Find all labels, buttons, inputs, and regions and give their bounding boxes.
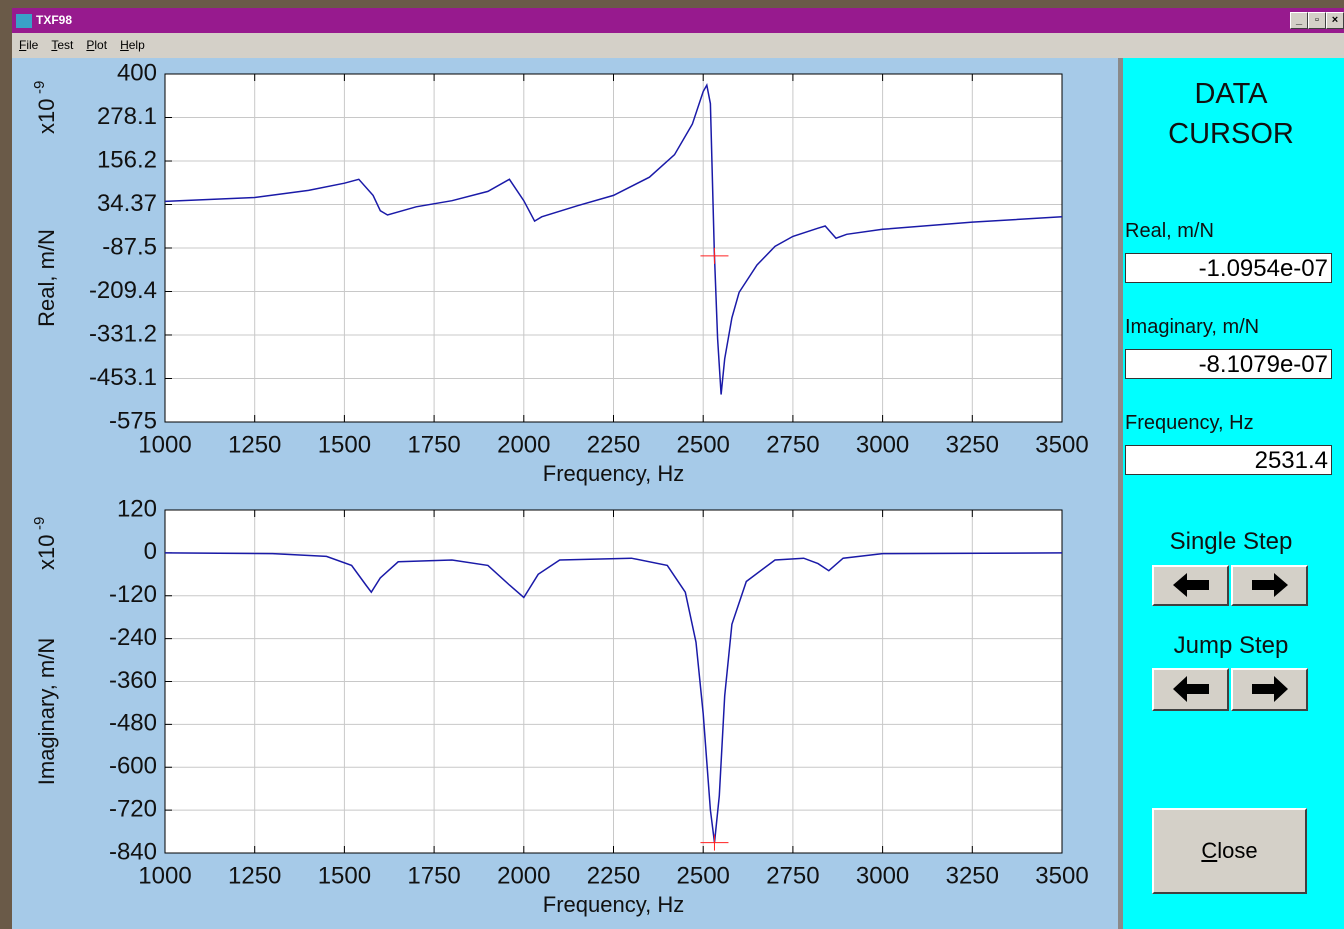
scale-label: x10 — [34, 535, 59, 570]
y-tick-label: -87.5 — [102, 233, 157, 260]
x-tick-label: 2250 — [587, 431, 640, 458]
y-tick-label: -360 — [109, 667, 157, 694]
cursor-marker — [700, 247, 729, 264]
x-tick-label: 3250 — [946, 862, 999, 889]
jump-right-button[interactable] — [1231, 668, 1308, 711]
x-tick-label: 1250 — [228, 431, 281, 458]
data-line — [164, 82, 1063, 395]
menu-item[interactable]: Help — [120, 38, 145, 52]
x-axis-label: Frequency, Hz — [543, 461, 684, 486]
menu-item[interactable]: Test — [51, 38, 74, 52]
field-value: -8.1079e-07 — [1125, 349, 1332, 379]
close-button[interactable]: Close — [1152, 808, 1307, 894]
arrow-right-icon — [1251, 676, 1288, 702]
y-tick-label: 400 — [117, 59, 157, 86]
plot-frame — [164, 73, 1063, 423]
scale-exponent: -9 — [31, 517, 48, 530]
data-cursor-panel — [1118, 58, 1344, 929]
x-tick-label: 2500 — [677, 431, 730, 458]
y-tick-label: 156.2 — [97, 146, 157, 173]
y-tick-label: -600 — [109, 753, 157, 780]
field-label: Frequency, Hz — [1125, 412, 1254, 434]
x-tick-label: 3500 — [1035, 862, 1088, 889]
y-tick-label: -240 — [109, 624, 157, 651]
data-line — [164, 552, 1063, 843]
field-value: -1.0954e-07 — [1125, 253, 1332, 283]
y-tick-label: -575 — [109, 407, 157, 434]
x-tick-label: 3250 — [946, 431, 999, 458]
y-axis-label: Real, m/N — [34, 229, 59, 327]
x-tick-label: 1500 — [318, 431, 371, 458]
y-tick-label: 0 — [144, 538, 157, 565]
x-tick-label: 2750 — [766, 431, 819, 458]
field-label: Real, m/N — [1125, 220, 1214, 242]
field-value: 2531.4 — [1125, 445, 1332, 475]
jump-step-label: Jump Step — [1173, 632, 1289, 659]
step-right-button[interactable] — [1231, 565, 1308, 606]
title-bar: TXF98 — [12, 8, 1344, 33]
x-tick-label: 1750 — [407, 862, 460, 889]
x-tick-label: 2500 — [677, 862, 730, 889]
x-tick-label: 2250 — [587, 862, 640, 889]
app-icon — [16, 13, 32, 28]
y-tick-label: 34.37 — [97, 190, 157, 217]
arrow-left-icon — [1172, 676, 1209, 702]
maximize-button[interactable]: ▫ — [1308, 12, 1326, 29]
single-step-label: Single Step — [1169, 528, 1293, 555]
field-label: Imaginary, m/N — [1125, 316, 1260, 338]
x-tick-label: 3500 — [1035, 431, 1088, 458]
arrow-left-icon — [1172, 573, 1209, 597]
y-tick-label: -120 — [109, 581, 157, 608]
x-axis-label: Frequency, Hz — [543, 892, 684, 917]
x-tick-label: 2000 — [497, 862, 550, 889]
y-tick-label: -720 — [109, 795, 157, 822]
y-tick-label: -480 — [109, 710, 157, 737]
menu-item[interactable]: File — [19, 38, 39, 52]
close-window-button[interactable]: × — [1326, 12, 1344, 29]
scale-exponent: -9 — [31, 81, 48, 94]
x-tick-label: 1000 — [138, 862, 191, 889]
x-tick-label: 3000 — [856, 862, 909, 889]
step-left-button[interactable] — [1152, 565, 1229, 606]
menu-item[interactable]: Plot — [86, 38, 108, 52]
x-tick-label: 1500 — [318, 862, 371, 889]
x-tick-label: 1000 — [138, 431, 191, 458]
y-tick-label: -453.1 — [89, 364, 157, 391]
window-title: TXF98 — [36, 13, 73, 27]
x-tick-label: 2000 — [497, 431, 550, 458]
arrow-right-icon — [1251, 573, 1288, 597]
jump-left-button[interactable] — [1152, 668, 1229, 711]
x-tick-label: 1750 — [407, 431, 460, 458]
y-tick-label: -840 — [109, 838, 157, 865]
panel-title: CURSOR — [1168, 118, 1294, 150]
cursor-marker — [700, 834, 729, 851]
panel-title: DATA — [1194, 78, 1268, 110]
x-tick-label: 1250 — [228, 862, 281, 889]
x-tick-label: 2750 — [766, 862, 819, 889]
y-tick-label: -209.4 — [89, 277, 157, 304]
y-tick-label: 120 — [117, 495, 157, 522]
x-tick-label: 3000 — [856, 431, 909, 458]
y-tick-label: -331.2 — [89, 320, 157, 347]
y-tick-label: 278.1 — [97, 103, 157, 130]
y-axis-label: Imaginary, m/N — [34, 638, 59, 786]
plot-frame — [164, 509, 1063, 854]
minimize-button[interactable]: _ — [1290, 12, 1308, 29]
menu-bar: File Test Plot Help — [12, 33, 1344, 58]
scale-label: x10 — [34, 99, 59, 134]
plots: 400 278.1 156.2 34.37 -87.5 -209.4 -331.2 -453.… — [31, 59, 1089, 917]
